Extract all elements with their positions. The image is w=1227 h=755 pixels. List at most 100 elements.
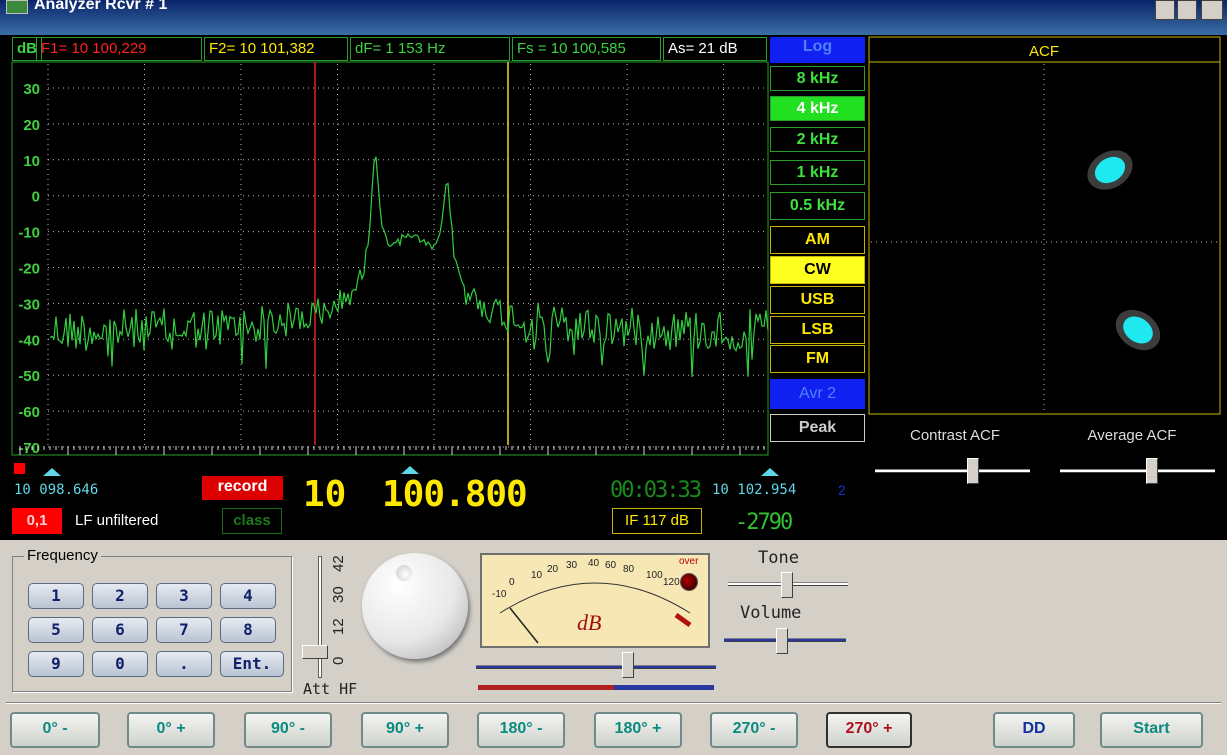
level-blue: [614, 685, 714, 690]
y-label: -10: [18, 225, 40, 242]
mode-button[interactable]: CW: [770, 256, 865, 284]
key-button[interactable]: 1: [28, 583, 84, 609]
att-thumb[interactable]: [302, 645, 328, 659]
meter-unit: dB: [577, 610, 602, 635]
bandwidth-button[interactable]: 2 kHz: [770, 127, 865, 152]
bandwidth-button[interactable]: 4 kHz: [770, 96, 865, 121]
y-label: -50: [18, 368, 40, 385]
key-button[interactable]: 3: [156, 583, 212, 609]
phase-button[interactable]: 180° +: [594, 712, 682, 748]
frequency-title: Frequency: [24, 547, 101, 564]
unit-box: dB: [12, 37, 42, 61]
f2-box: F2= 10 101,382: [204, 37, 348, 61]
level-red: [478, 685, 614, 690]
close-button[interactable]: [1201, 0, 1223, 20]
key-button[interactable]: 8: [220, 617, 276, 643]
key-button[interactable]: Ent.: [220, 651, 284, 677]
phase-button[interactable]: 0° -: [10, 712, 100, 748]
phase-button[interactable]: 270° -: [710, 712, 798, 748]
key-button[interactable]: 9: [28, 651, 84, 677]
y-label: -40: [18, 332, 40, 349]
meter-scale-label: 0: [509, 577, 515, 588]
mode-button[interactable]: FM: [770, 345, 865, 373]
contrast-thumb[interactable]: [967, 458, 979, 484]
phase-button[interactable]: DD: [993, 712, 1075, 748]
phase-button[interactable]: 0° +: [127, 712, 215, 748]
att-scale-label: 30: [330, 586, 347, 603]
avr-button[interactable]: Avr 2: [770, 379, 865, 409]
offset-display: -2790: [735, 510, 793, 535]
red-zone: [674, 612, 692, 628]
over-led: [680, 573, 698, 591]
acf-title: ACF: [1029, 43, 1059, 60]
acf-frame: [868, 36, 1221, 415]
tone-label: Tone: [758, 548, 799, 568]
meter-arc: [499, 582, 691, 614]
key-button[interactable]: 2: [92, 583, 148, 609]
tuning-knob[interactable]: [362, 553, 468, 659]
red-indicator: [14, 463, 25, 474]
phase-button[interactable]: 270° +: [826, 712, 912, 748]
contrast-label: Contrast ACF: [910, 427, 1000, 444]
meter-slider-thumb[interactable]: [622, 652, 634, 678]
spectrum-plot: 30 20 10 0 -10 -20 -30 -40 -50 -60 -70: [11, 61, 779, 476]
bandwidth-button[interactable]: 1 kHz: [770, 160, 865, 185]
contrast-slider: [875, 469, 1030, 473]
df-box: dF= 1 153 Hz: [350, 37, 510, 61]
key-button[interactable]: 0: [92, 651, 148, 677]
meter-scale-label: 30: [566, 560, 578, 571]
over-label: over: [679, 556, 699, 567]
tone-thumb[interactable]: [781, 572, 793, 598]
phase-button[interactable]: 90° +: [361, 712, 449, 748]
right-frequency: 10 102.954: [712, 482, 797, 498]
window-title: Analyzer Rcvr # 1: [34, 0, 168, 13]
key-button[interactable]: .: [156, 651, 212, 677]
peak-button[interactable]: Peak: [770, 414, 865, 442]
key-button[interactable]: 6: [92, 617, 148, 643]
meter-scale-label: 20: [547, 564, 559, 575]
mode-button[interactable]: LSB: [770, 316, 865, 344]
log-button[interactable]: Log: [770, 37, 865, 63]
bandwidth-button[interactable]: 8 kHz: [770, 66, 865, 91]
y-label: 10: [23, 153, 40, 170]
average-label: Average ACF: [1088, 427, 1177, 444]
meter-scale-label: 60: [605, 560, 617, 571]
meter-scale-label: -10: [492, 589, 507, 600]
mode-button[interactable]: AM: [770, 226, 865, 254]
as-box: As= 21 dB: [663, 37, 767, 61]
y-label: 0: [32, 189, 40, 206]
mhz-display: 10: [303, 474, 347, 515]
key-button[interactable]: 7: [156, 617, 212, 643]
meter-scale-label: 100: [646, 570, 663, 581]
time-display: 00:03:33: [610, 478, 702, 503]
frequency-group: [12, 556, 292, 692]
bandwidth-button[interactable]: 0.5 kHz: [770, 192, 865, 220]
average-thumb[interactable]: [1146, 458, 1158, 484]
y-label: -30: [18, 296, 40, 313]
phase-button[interactable]: Start: [1100, 712, 1203, 748]
minimize-button[interactable]: [1155, 0, 1175, 20]
phase-button[interactable]: 90° -: [244, 712, 332, 748]
meter-slider: [476, 665, 716, 669]
phase-button[interactable]: 180° -: [477, 712, 565, 748]
volume-thumb[interactable]: [776, 628, 788, 654]
key-button[interactable]: 5: [28, 617, 84, 643]
f1-box: F1= 10 100,229: [36, 37, 202, 61]
maximize-button[interactable]: [1177, 0, 1197, 20]
y-label: -60: [18, 404, 40, 421]
att-scale-label: 12: [330, 618, 347, 635]
title-bar: [0, 0, 1227, 35]
s-meter: [480, 553, 710, 648]
step-box[interactable]: 0,1: [12, 508, 62, 534]
record-button[interactable]: record: [202, 476, 283, 500]
mode-button[interactable]: USB: [770, 286, 865, 314]
class-button[interactable]: class: [222, 508, 282, 534]
att-scale-label: 42: [330, 555, 347, 572]
plot-frame: [11, 61, 769, 456]
att-scale-label: 0: [330, 656, 347, 665]
meter-scale-label: 80: [623, 564, 635, 575]
app-icon: [6, 0, 28, 14]
key-button[interactable]: 4: [220, 583, 276, 609]
needle: [509, 607, 539, 644]
y-label: 20: [23, 117, 40, 134]
